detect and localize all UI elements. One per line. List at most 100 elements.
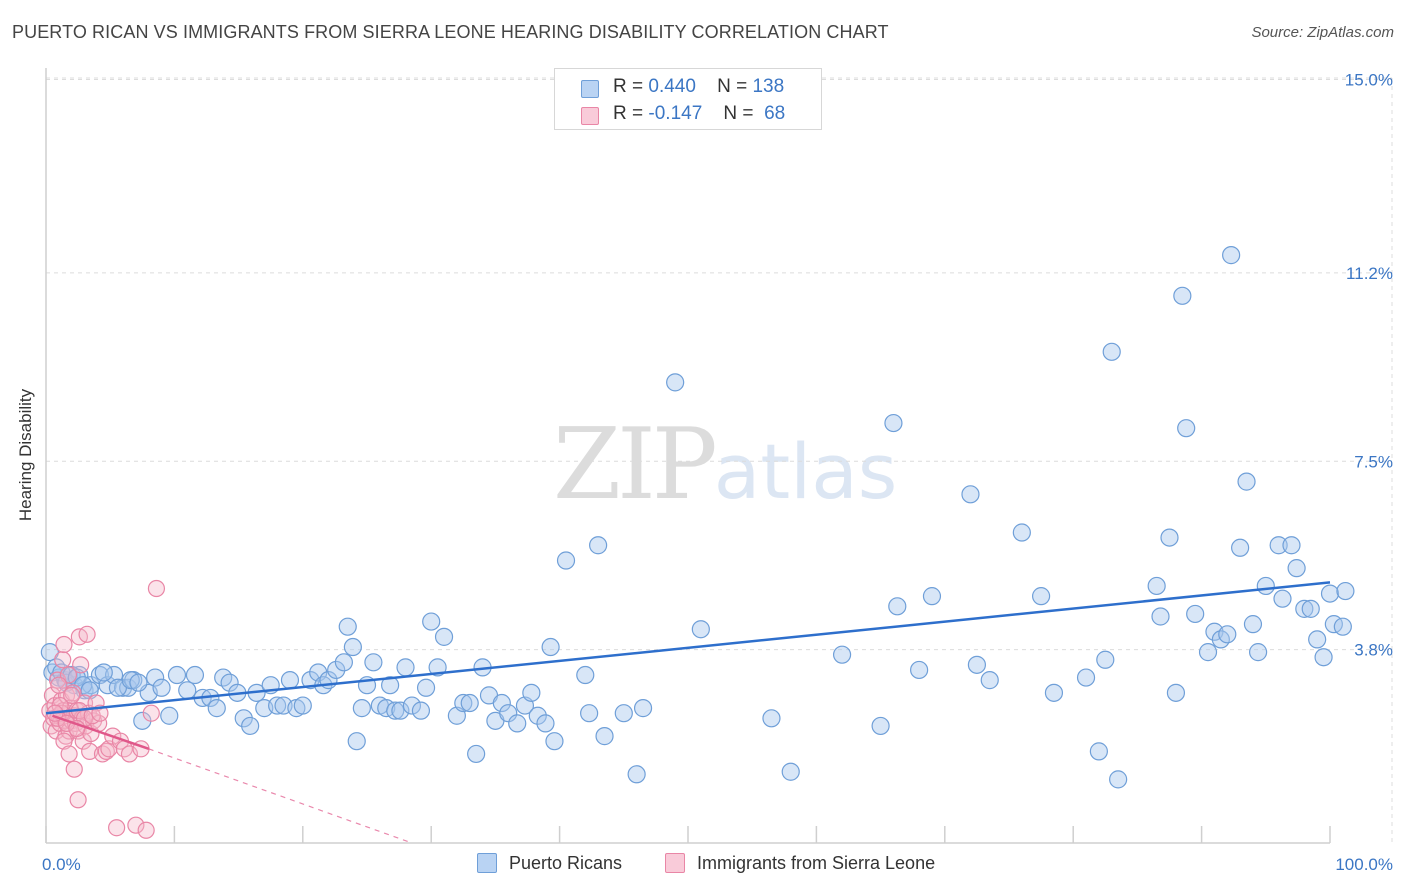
puerto-ricans-point xyxy=(522,683,541,702)
puerto-ricans-point xyxy=(871,716,890,736)
legend-swatch-blue xyxy=(477,853,497,873)
sierra-leone-point xyxy=(72,656,90,674)
puerto-ricans-point xyxy=(411,701,431,720)
puerto-ricans-point xyxy=(1295,599,1314,618)
puerto-ricans-point xyxy=(241,716,260,736)
puerto-ricans-point xyxy=(207,699,226,718)
puerto-ricans-point xyxy=(146,668,165,687)
r-value: 0.440 xyxy=(648,76,696,97)
puerto-ricans-point xyxy=(1222,246,1241,265)
puerto-ricans-point xyxy=(1102,342,1121,361)
puerto-ricans-point xyxy=(234,709,253,728)
n-label: N = xyxy=(717,76,748,97)
legend-swatch-blue xyxy=(581,80,599,98)
puerto-ricans-point xyxy=(1147,576,1166,596)
legend-label: Immigrants from Sierra Leone xyxy=(697,853,936,873)
sierra-leone-point xyxy=(55,732,73,750)
puerto-ricans-point xyxy=(343,637,362,657)
puerto-ricans-point xyxy=(1109,770,1128,789)
puerto-ricans-point xyxy=(40,643,59,662)
puerto-ricans-point xyxy=(1160,528,1179,547)
puerto-ricans-point xyxy=(167,665,187,685)
puerto-ricans-point xyxy=(589,536,608,555)
n-label: N = xyxy=(723,103,754,124)
sierra-leone-point xyxy=(60,745,78,763)
sierra-leone-points xyxy=(41,579,166,839)
sierra-leone-point xyxy=(81,742,99,760)
legend-row-text: R = 0.440 N = 138 xyxy=(613,76,784,98)
puerto-ricans-point xyxy=(293,696,312,715)
puerto-ricans-point xyxy=(327,660,346,680)
puerto-ricans-point xyxy=(1076,668,1096,687)
puerto-ricans-point xyxy=(1173,286,1192,305)
puerto-ricans-point xyxy=(396,658,415,677)
watermark: ZIPatlas xyxy=(553,408,897,522)
puerto-ricans-point xyxy=(391,701,410,720)
series-legend: Puerto Ricans Immigrants from Sierra Leo… xyxy=(0,852,1406,878)
sierra-leone-point xyxy=(69,791,87,809)
puerto-ricans-point xyxy=(334,653,353,672)
puerto-ricans-point xyxy=(627,765,646,784)
puerto-ricans-point xyxy=(614,704,633,723)
puerto-ricans-point xyxy=(691,620,710,639)
sierra-leone-point xyxy=(108,819,126,837)
sierra-leone-point xyxy=(97,742,115,760)
puerto-ricans-point xyxy=(888,597,907,616)
puerto-ricans-point xyxy=(1186,604,1205,624)
puerto-ricans-point xyxy=(1308,630,1327,649)
puerto-ricans-point xyxy=(1301,599,1320,618)
y-tick-label: 3.8% xyxy=(1354,641,1393,660)
puerto-ricans-point xyxy=(1218,625,1237,644)
legend-label: Puerto Ricans xyxy=(509,853,623,873)
legend-swatch-pink xyxy=(665,853,685,873)
puerto-ricans-point xyxy=(1031,587,1051,606)
puerto-ricans-point xyxy=(666,373,685,392)
puerto-ricans-point xyxy=(832,645,852,664)
correlation-legend: R = 0.440 N = 138 R = -0.147 N = 68 xyxy=(554,68,822,130)
puerto-ricans-point xyxy=(508,714,527,733)
puerto-ricans-point xyxy=(185,665,205,685)
puerto-ricans-point xyxy=(1198,643,1218,662)
puerto-ricans-point xyxy=(160,706,179,725)
puerto-ricans-point xyxy=(1273,589,1292,608)
sierra-leone-point xyxy=(54,651,72,669)
puerto-ricans-point xyxy=(152,678,171,697)
n-value: 138 xyxy=(752,76,785,97)
puerto-ricans-point xyxy=(178,681,197,700)
r-label: R = xyxy=(613,76,644,97)
source-label: Source: ZipAtlas.com xyxy=(1251,24,1394,41)
puerto-ricans-point xyxy=(460,693,479,713)
puerto-ricans-point xyxy=(402,696,422,715)
puerto-ricans-point xyxy=(1248,643,1268,662)
y-tick-label: 15.0% xyxy=(1345,71,1393,90)
x-tick-label: 100.0% xyxy=(1335,855,1393,874)
puerto-ricans-trend-line xyxy=(45,581,1331,715)
r-label: R = xyxy=(613,103,644,124)
puerto-ricans-point xyxy=(381,676,400,695)
sierra-leone-trend-line xyxy=(52,714,150,751)
puerto-ricans-point xyxy=(1333,617,1352,636)
x-tick-label: 0.0% xyxy=(42,855,81,874)
puerto-ricans-point xyxy=(492,693,511,713)
puerto-ricans-point xyxy=(1314,648,1333,667)
puerto-ricans-point xyxy=(1012,523,1031,542)
puerto-ricans-point xyxy=(434,627,454,646)
puerto-ricans-points xyxy=(40,246,1355,789)
trend-lines xyxy=(45,581,1331,844)
puerto-ricans-point xyxy=(1166,683,1186,702)
puerto-ricans-point xyxy=(1044,683,1064,702)
puerto-ricans-point xyxy=(338,617,357,636)
puerto-ricans-point xyxy=(1089,742,1108,761)
puerto-ricans-point xyxy=(1237,472,1256,491)
y-tick-label: 11.2% xyxy=(1346,264,1393,283)
puerto-ricans-point xyxy=(541,637,560,657)
puerto-ricans-point xyxy=(1231,538,1250,557)
sierra-leone-point xyxy=(55,635,73,654)
puerto-ricans-point xyxy=(781,762,800,781)
puerto-ricans-point xyxy=(467,744,486,764)
puerto-ricans-point xyxy=(576,665,595,685)
puerto-ricans-point xyxy=(910,660,929,680)
puerto-ricans-point xyxy=(595,727,614,746)
puerto-ricans-point xyxy=(129,673,148,692)
